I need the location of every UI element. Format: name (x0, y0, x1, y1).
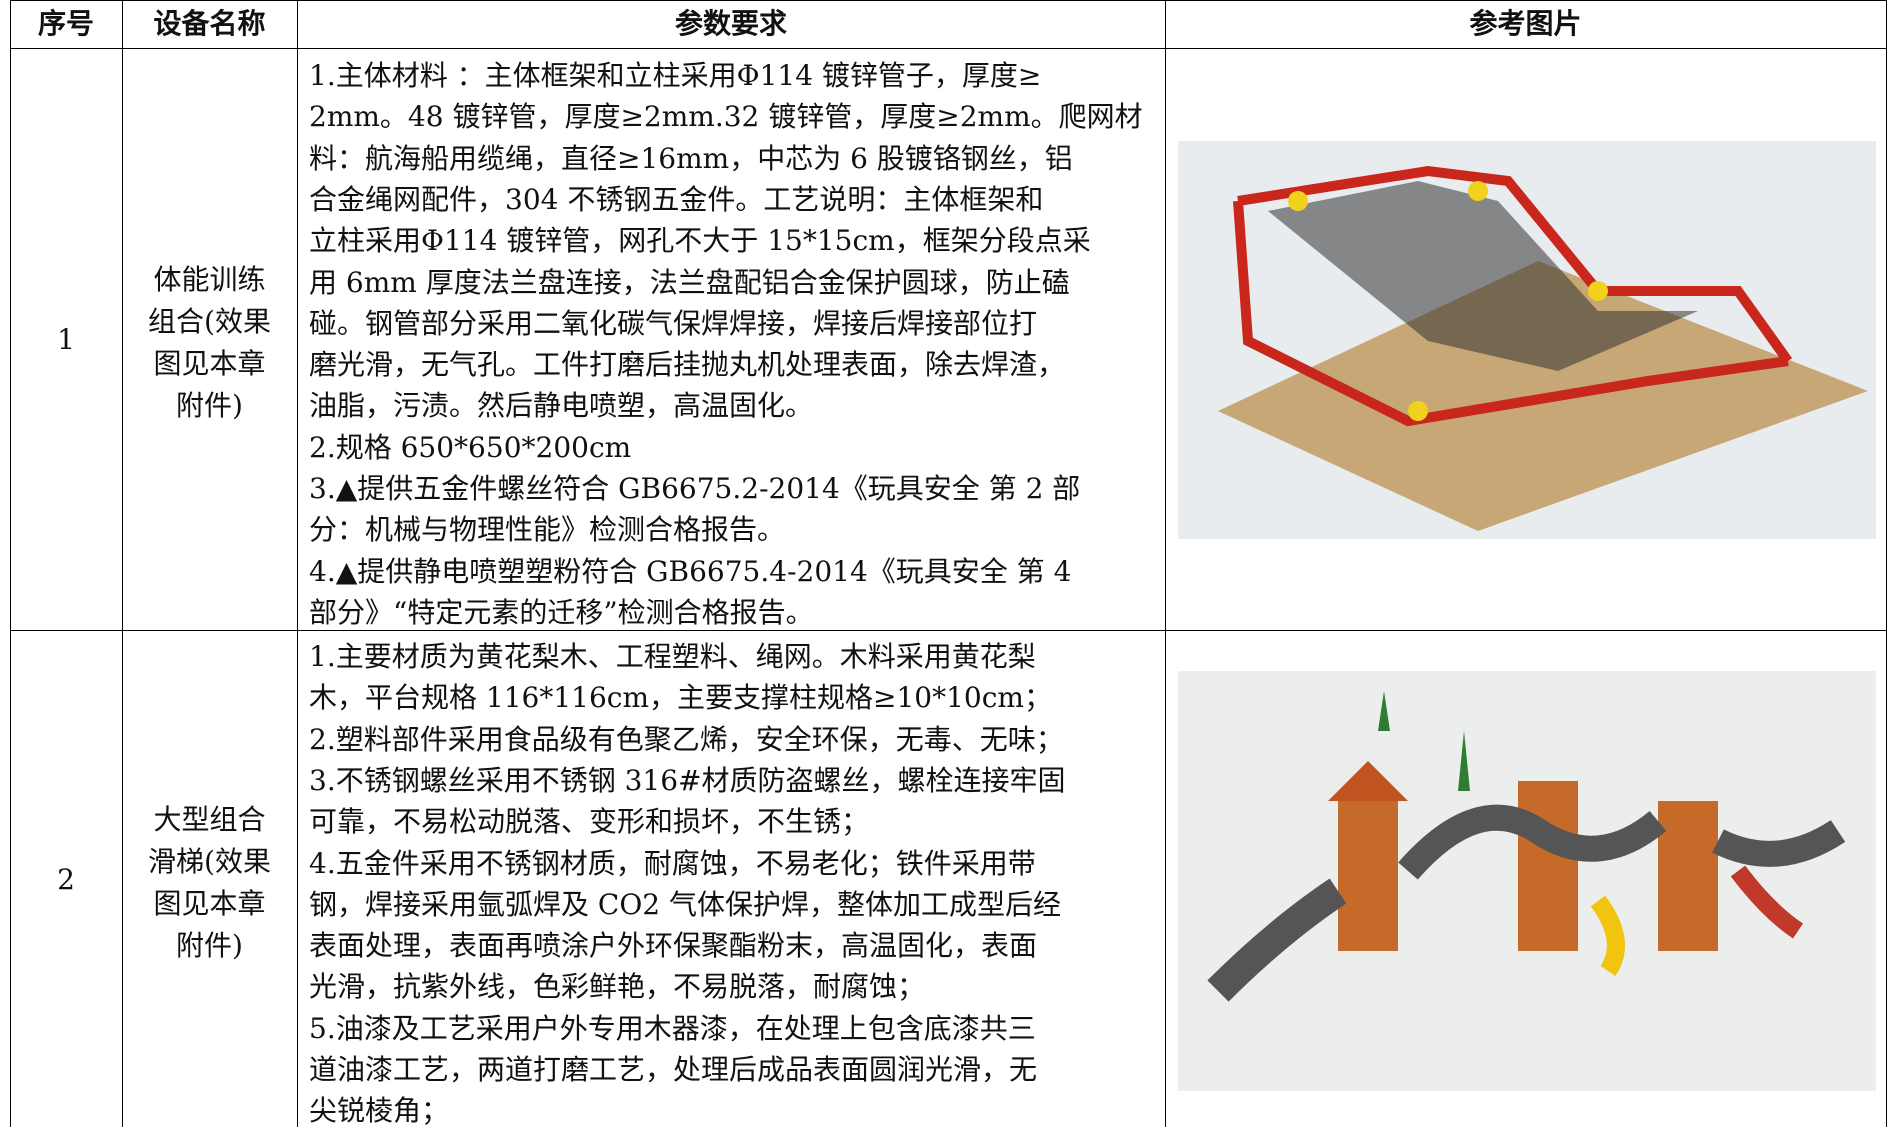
parameter-line: 表面处理，表面再喷涂户外环保聚酯粉末，高温固化，表面 (309, 929, 1038, 963)
device-name: 体能训练 (153, 263, 266, 296)
parameter-line: 3.不锈钢螺丝采用不锈钢 316#材质防盗螺丝，螺栓连接牢固 (309, 763, 1066, 797)
parameter-line: 尖锐棱角； (309, 1094, 450, 1127)
reference-image (1178, 671, 1876, 1091)
parameter-line: 立柱采用Φ114 镀锌管，网孔不大于 15*15cm，框架分段点采 (309, 224, 1091, 258)
header-cell: 参数要求 (674, 7, 787, 40)
parameter-line: 部分》“特定元素的迁移”检测合格报告。 (309, 595, 814, 629)
parameter-line: 可靠，不易松动脱落、变形和损坏，不生锈； (309, 805, 870, 839)
header-cell: 设备名称 (153, 7, 266, 40)
parameter-line: 油脂，污渍。然后静电喷塑，高温固化。 (309, 389, 814, 423)
parameter-line: 钢，焊接采用氩弧焊及 CO2 气体保护焊，整体加工成型后经 (309, 887, 1061, 921)
device-name: 大型组合 (153, 803, 266, 836)
table-cell (1165, 630, 1887, 1127)
table-cell (1165, 48, 1887, 631)
device-name: 附件) (176, 389, 243, 422)
parameter-line: 碰。钢管部分采用二氧化碳气保焊焊接，焊接后焊接部位打 (309, 306, 1038, 340)
row-number: 1 (57, 323, 75, 356)
parameter-line: 用 6mm 厚度法兰盘连接，法兰盘配铝合金保护圆球，防止磕 (309, 265, 1070, 299)
parameter-line: 1.主要材质为黄花梨木、工程塑料、绳网。木料采用黄花梨 (309, 640, 1036, 673)
header-cell: 参考图片 (1469, 7, 1582, 40)
parameter-line: 磨光滑，无气孔。工件打磨后挂抛丸机处理表面，除去焊渣， (309, 348, 1066, 382)
device-name: 附件) (176, 929, 243, 962)
reference-image (1178, 141, 1876, 539)
parameter-line: 合金绳网配件，304 不锈钢五金件。工艺说明：主体框架和 (309, 182, 1044, 216)
parameter-line: 1.主体材料 ：主体框架和立柱采用Φ114 镀锌管子，厚度≥ (309, 59, 1042, 92)
parameter-line: 5.油漆及工艺采用户外专用木器漆，在处理上包含底漆共三 (309, 1011, 1036, 1045)
parameter-line: 4.▲提供静电喷塑塑粉符合 GB6675.4-2014《玩具安全 第 4 (309, 554, 1072, 588)
parameter-line: 光滑，抗紫外线，色彩鲜艳，不易脱落，耐腐蚀； (309, 970, 926, 1004)
row-number: 2 (57, 862, 75, 896)
header-cell: 序号 (37, 7, 94, 40)
parameter-line: 道油漆工艺，两道打磨工艺，处理后成品表面圆润光滑，无 (309, 1053, 1038, 1086)
parameter-line: 分：机械与物理性能》检测合格报告。 (309, 513, 786, 547)
parameter-line: 2.塑料部件采用食品级有色聚乙烯，安全环保，无毒、无味； (309, 722, 1064, 756)
device-name: 滑梯(效果 (148, 845, 271, 878)
parameter-line: 木，平台规格 116*116cm，主要支撑柱规格≥10*10cm； (309, 681, 1052, 715)
parameter-line: 4.五金件采用不锈钢材质，耐腐蚀，不易老化；铁件采用带 (309, 846, 1036, 880)
parameter-line: 3.▲提供五金件螺丝符合 GB6675.2-2014《玩具安全 第 2 部 (309, 472, 1081, 505)
device-name: 图见本章 (153, 347, 266, 380)
parameter-line: 2.规格 650*650*200cm (309, 430, 632, 464)
parameter-line: 2mm。48 镀锌管，厚度≥2mm.32 镀锌管，厚度≥2mm。爬网材 (309, 100, 1143, 134)
device-name: 图见本章 (153, 887, 266, 920)
parameter-line: 料：航海船用缆绳，直径≥16mm，中芯为 6 股镀铬钢丝，铝 (309, 141, 1073, 175)
device-name: 组合(效果 (148, 305, 271, 338)
